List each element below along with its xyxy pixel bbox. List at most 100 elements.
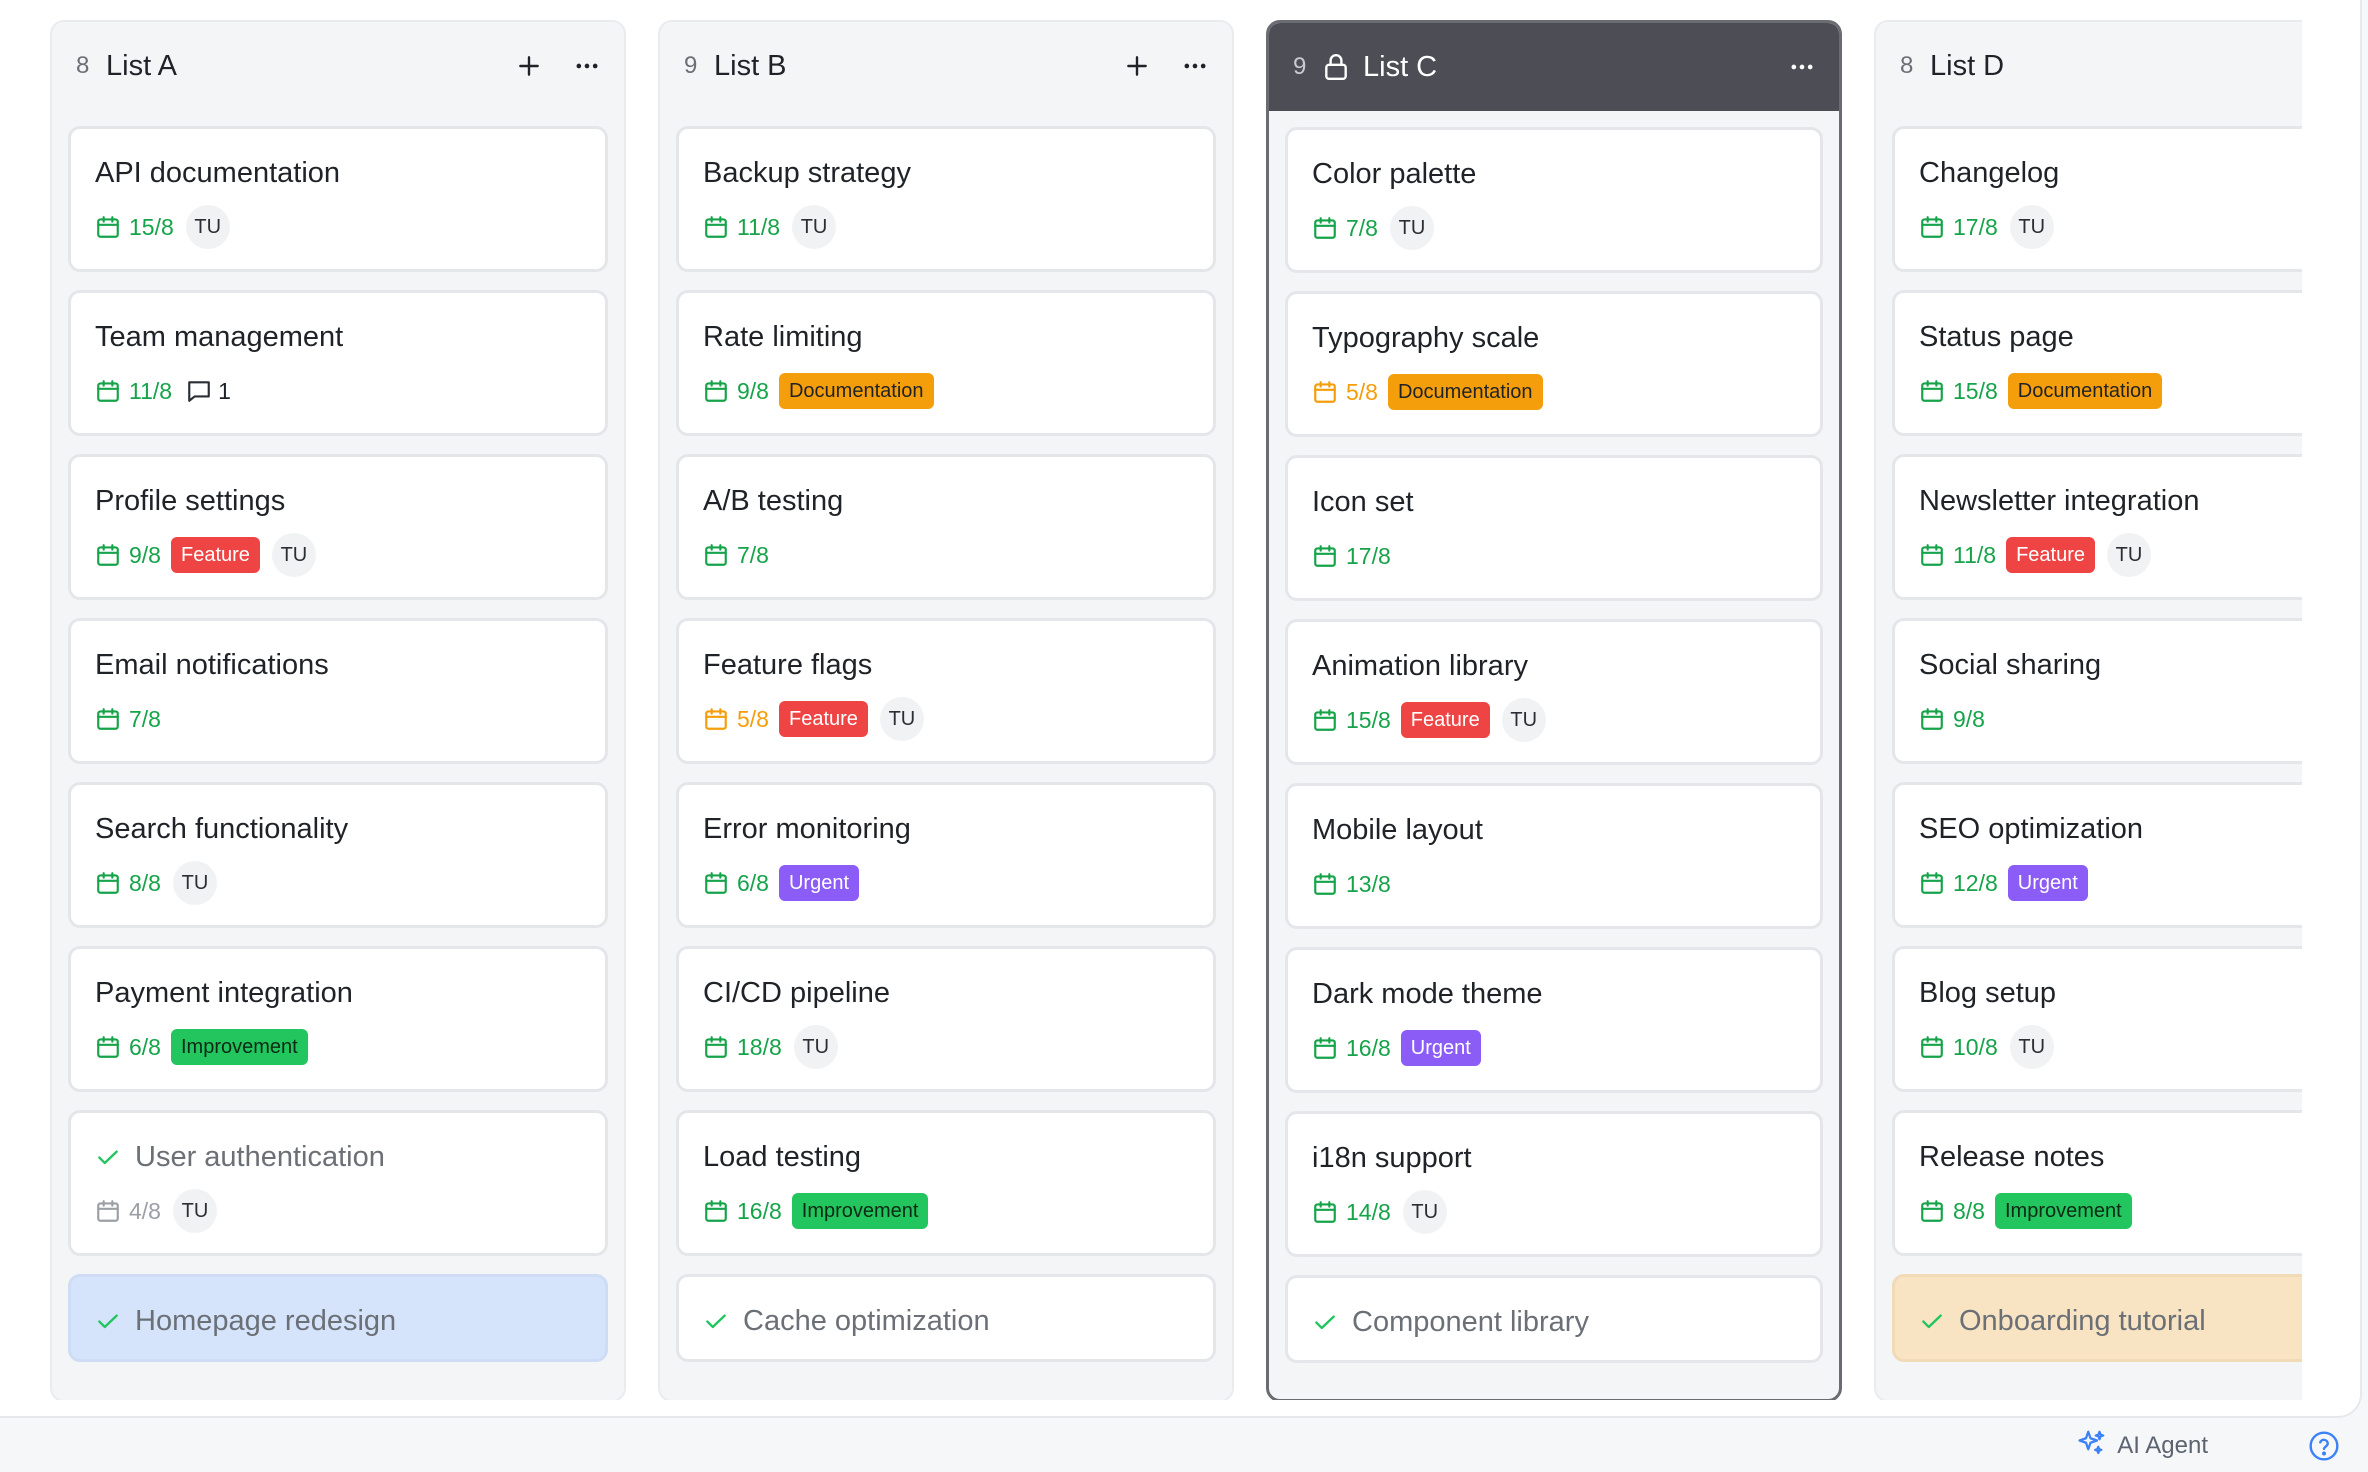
list-title[interactable]: List C — [1363, 50, 1438, 83]
avatar[interactable]: TU — [271, 533, 316, 577]
avatar[interactable]: TU — [792, 205, 837, 249]
ai-agent-button[interactable]: AI Agent — [2077, 1428, 2208, 1465]
task-card[interactable]: Icon set 17/8 — [1285, 455, 1823, 601]
task-card[interactable]: Component library — [1285, 1275, 1823, 1363]
due-date-text: 11/8 — [129, 377, 173, 404]
card-title-row: i18n support — [1312, 1140, 1796, 1176]
task-card[interactable]: CI/CD pipeline 18/8 TU — [676, 946, 1216, 1092]
task-card[interactable]: Error monitoring 6/8 Urgent — [676, 782, 1216, 928]
more-options-icon[interactable] — [1180, 51, 1210, 81]
task-card[interactable]: Profile settings 9/8 Feature TU — [68, 454, 608, 600]
avatar[interactable]: TU — [185, 205, 230, 249]
task-card[interactable]: Changelog 17/8 TU — [1892, 126, 2302, 272]
card-title: Payment integration — [95, 977, 353, 1009]
due-date-text: 14/8 — [1346, 1198, 1391, 1225]
card-meta: 5/8 Feature TU — [703, 697, 1189, 741]
lock-icon — [1323, 52, 1351, 82]
task-card[interactable]: A/B testing 7/8 — [676, 454, 1216, 600]
card-meta: 12/8 Urgent — [1919, 861, 2302, 905]
label-tag: Feature — [1400, 702, 1490, 738]
add-card-icon[interactable] — [1122, 51, 1152, 81]
label-tag: Improvement — [170, 1029, 308, 1065]
calendar-icon — [95, 214, 121, 240]
task-card[interactable]: Backup strategy 11/8 TU — [676, 126, 1216, 272]
task-card[interactable]: Email notifications 7/8 — [68, 618, 608, 764]
help-circle-icon[interactable] — [2308, 1430, 2340, 1462]
task-card[interactable]: Search functionality 8/8 TU — [68, 782, 608, 928]
calendar-icon — [1919, 706, 1945, 732]
avatar[interactable]: TU — [172, 1189, 217, 1233]
list-column: 8 List A API documentation 15/8 TU Team manag… — [50, 20, 626, 1400]
due-date: 14/8 — [1312, 1199, 1391, 1226]
task-card[interactable]: User authentication 4/8 TU — [68, 1110, 608, 1256]
task-card[interactable]: Newsletter integration 11/8 Feature TU — [1892, 454, 2302, 600]
task-card[interactable]: Dark mode theme 16/8 Urgent — [1285, 947, 1823, 1093]
avatar[interactable]: TU — [1389, 206, 1434, 250]
due-date: 11/8 — [1919, 542, 1996, 569]
calendar-icon — [1919, 378, 1945, 404]
avatar[interactable]: TU — [2009, 205, 2054, 249]
card-meta: 8/8 TU — [95, 861, 581, 905]
avatar[interactable]: TU — [879, 697, 924, 741]
avatar[interactable]: TU — [2009, 1025, 2054, 1069]
task-card[interactable]: Onboarding tutorial — [1892, 1274, 2302, 1362]
task-card[interactable]: Rate limiting 9/8 Documentation — [676, 290, 1216, 436]
more-options-icon[interactable] — [1787, 52, 1817, 82]
card-title: i18n support — [1312, 1142, 1472, 1174]
due-date-text: 15/8 — [1346, 706, 1391, 733]
avatar[interactable]: TU — [1501, 698, 1546, 742]
card-meta: 11/8 1 — [95, 369, 581, 413]
task-card[interactable]: API documentation 15/8 TU — [68, 126, 608, 272]
calendar-icon — [703, 214, 729, 240]
task-card[interactable]: Release notes 8/8 Improvement — [1892, 1110, 2302, 1256]
card-meta: 18/8 TU — [703, 1025, 1189, 1069]
list-card-count: 9 — [1293, 53, 1307, 80]
calendar-icon — [1312, 1199, 1338, 1225]
avatar[interactable]: TU — [793, 1025, 838, 1069]
card-list: Color palette 7/8 TU Typography scale 5/8 Doc… — [1269, 111, 1839, 1363]
due-date-text: 7/8 — [737, 541, 769, 568]
card-meta: 6/8 Improvement — [95, 1025, 581, 1069]
due-date-text: 18/8 — [737, 1033, 782, 1060]
card-title: Team management — [95, 321, 344, 353]
avatar[interactable]: TU — [1402, 1190, 1447, 1234]
calendar-icon — [1312, 1035, 1338, 1061]
card-title-row: Rate limiting — [703, 319, 1189, 355]
avatar[interactable]: TU — [172, 861, 217, 905]
card-title: Mobile layout — [1312, 814, 1483, 846]
list-header: 8 List D — [1876, 22, 2302, 110]
task-card[interactable]: i18n support 14/8 TU — [1285, 1111, 1823, 1257]
card-meta: 13/8 — [1312, 862, 1796, 906]
task-card[interactable]: SEO optimization 12/8 Urgent — [1892, 782, 2302, 928]
card-title: Profile settings — [95, 485, 286, 517]
list-title[interactable]: List A — [106, 49, 177, 82]
check-icon — [95, 1308, 121, 1334]
card-meta: 11/8 Feature TU — [1919, 533, 2302, 577]
card-title: Load testing — [703, 1141, 862, 1173]
list-header: 9 List C — [1269, 23, 1839, 111]
card-meta: 7/8 TU — [1312, 206, 1796, 250]
task-card[interactable]: Social sharing 9/8 — [1892, 618, 2302, 764]
task-card[interactable]: Feature flags 5/8 Feature TU — [676, 618, 1216, 764]
task-card[interactable]: Typography scale 5/8 Documentation — [1285, 291, 1823, 437]
list-title[interactable]: List D — [1930, 49, 2005, 82]
check-icon — [703, 1308, 729, 1334]
list-title[interactable]: List B — [714, 49, 787, 82]
card-list: API documentation 15/8 TU Team management 11… — [52, 110, 624, 1362]
task-card[interactable]: Load testing 16/8 Improvement — [676, 1110, 1216, 1256]
task-card[interactable]: Homepage redesign — [68, 1274, 608, 1362]
task-card[interactable]: Cache optimization — [676, 1274, 1216, 1362]
task-card[interactable]: Animation library 15/8 Feature TU — [1285, 619, 1823, 765]
task-card[interactable]: Blog setup 10/8 TU — [1892, 946, 2302, 1092]
due-date-text: 11/8 — [1953, 541, 1997, 568]
due-date: 9/8 — [1919, 706, 1985, 733]
task-card[interactable]: Payment integration 6/8 Improvement — [68, 946, 608, 1092]
avatar[interactable]: TU — [2107, 533, 2151, 577]
task-card[interactable]: Team management 11/8 1 — [68, 290, 608, 436]
more-options-icon[interactable] — [572, 51, 602, 81]
task-card[interactable]: Status page 15/8 Documentation — [1892, 290, 2302, 436]
add-card-icon[interactable] — [514, 51, 544, 81]
due-date: 8/8 — [1919, 1198, 1985, 1225]
task-card[interactable]: Mobile layout 13/8 — [1285, 783, 1823, 929]
task-card[interactable]: Color palette 7/8 TU — [1285, 127, 1823, 273]
